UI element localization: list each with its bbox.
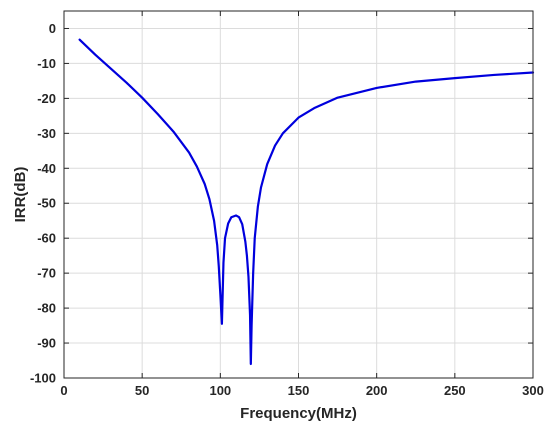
x-tick-label: 250 [444,383,466,398]
x-tick-label: 200 [366,383,388,398]
y-tick-label: -20 [37,91,56,106]
series-group [78,38,535,366]
y-tick-label: 0 [49,21,56,36]
y-tick-label: -70 [37,266,56,281]
x-tick-label: 150 [288,383,310,398]
x-axis-ticks: 0 50 100 150 200 250 300 [60,11,544,398]
y-tick-label: -10 [37,56,56,71]
y-tick-label: -40 [37,161,56,176]
x-axis-label: Frequency(MHz) [240,405,357,422]
x-tick-label: 50 [135,383,149,398]
y-tick-label: -80 [37,301,56,316]
y-axis-label: IRR(dB) [12,167,29,223]
y-tick-label: -50 [37,196,56,211]
x-tick-label: 100 [209,383,231,398]
irr-series-line [78,38,535,366]
plot-frame [63,10,534,379]
x-tick-label: 300 [522,383,544,398]
y-axis-ticks: 0 -10 -20 -30 -40 -50 -60 -70 -80 -90 -100 [30,21,533,386]
y-tick-label: -90 [37,336,56,351]
x-tick-label: 0 [60,383,67,398]
y-tick-label: -30 [37,126,56,141]
grid [64,11,533,378]
y-tick-label: -100 [30,371,56,386]
y-tick-label: -60 [37,231,56,246]
